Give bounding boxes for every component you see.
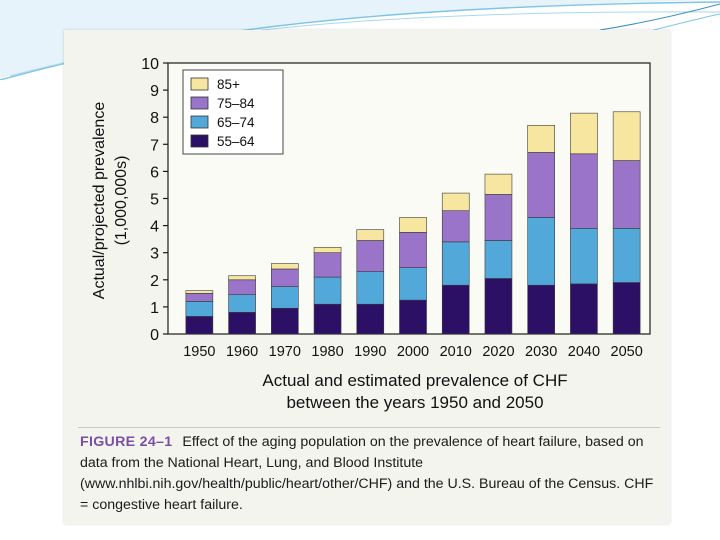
bar-segment (313, 276, 342, 305)
bar-segment (570, 228, 598, 285)
bar-segment (313, 246, 342, 253)
x-tick-label: 1990 (354, 344, 386, 360)
bar-segment (185, 293, 214, 302)
bar-segment (271, 286, 299, 309)
x-tick-label: 2030 (525, 344, 557, 360)
y-tick-label: 3 (150, 246, 159, 263)
bar-segment (271, 263, 299, 270)
y-tick-label: 2 (150, 273, 159, 290)
bar-segment (185, 316, 214, 335)
legend-label: 75–84 (217, 96, 255, 111)
y-axis-label: (1,000,000s) (113, 156, 130, 246)
chart-title: Actual and estimated prevalence of CHF (262, 371, 567, 390)
y-tick-label: 8 (150, 110, 159, 127)
x-tick-label: 2010 (440, 344, 472, 360)
bar-segment (484, 194, 513, 241)
y-tick-label: 6 (150, 164, 159, 181)
bar-segment (441, 284, 470, 335)
bar-segment (612, 228, 641, 283)
figure-caption: FIGURE 24–1 Effect of the aging populati… (80, 432, 660, 516)
bar-segment (356, 271, 385, 305)
x-tick-label: 1960 (226, 344, 258, 360)
x-tick-label: 1980 (311, 344, 343, 360)
bar-segment (399, 232, 427, 268)
bar-segment (185, 301, 214, 317)
bar-segment (356, 240, 385, 272)
bar-segment (527, 125, 555, 153)
figure-caption-label: FIGURE 24–1 (80, 434, 173, 450)
bar-segment (527, 284, 555, 335)
figure: 0 1 2 3 4 5 6 7 8 9 10 Actual/projected prevalence (… (64, 30, 670, 524)
bar-segment (484, 278, 513, 335)
bar-segment (313, 252, 342, 278)
y-tick-label: 0 (150, 327, 159, 344)
legend-swatch (190, 115, 209, 129)
y-tick-label: 1 (150, 300, 159, 317)
y-axis-label: Actual/projected prevalence (91, 102, 108, 300)
bar-segment (228, 279, 256, 296)
x-tick-label: 2050 (611, 344, 643, 360)
legend-swatch (190, 77, 209, 91)
bar-segment (570, 153, 598, 229)
x-tick-label: 2000 (397, 344, 429, 360)
x-tick-label: 1970 (269, 344, 301, 360)
x-tick-label: 1950 (183, 344, 215, 360)
bar-segment (228, 275, 256, 281)
bar-segment (271, 307, 299, 335)
caption-divider (78, 427, 660, 428)
bar-segment (441, 210, 470, 243)
bar-segment (527, 217, 555, 286)
legend-swatch (190, 96, 209, 110)
y-tick-label: 9 (150, 83, 159, 100)
x-tick-label: 2020 (482, 344, 514, 360)
bar-segment (399, 299, 427, 335)
y-tick-label: 5 (150, 192, 159, 209)
bar-segment (271, 268, 299, 287)
bar-segment (484, 173, 513, 195)
bar-segment (570, 112, 598, 155)
bar-segment (612, 282, 641, 335)
bar-segment (399, 267, 427, 301)
y-tick-label: 4 (150, 219, 159, 236)
bar-segment (441, 192, 470, 211)
y-tick-label: 10 (141, 56, 159, 73)
bar-segment (228, 294, 256, 313)
bar-segment (612, 111, 641, 161)
bar-segment (356, 303, 385, 335)
bar-segment (399, 217, 427, 233)
bar-segment (527, 152, 555, 218)
x-tick-label: 2040 (568, 344, 600, 360)
bar-segment (313, 303, 342, 335)
legend-swatch (190, 134, 209, 148)
legend-label: 55–64 (217, 134, 255, 149)
bar-segment (484, 240, 513, 279)
legend-label: 65–74 (217, 115, 255, 130)
bar-segment (228, 312, 256, 335)
y-tick-label: 7 (150, 137, 159, 154)
legend-label: 85+ (217, 77, 240, 92)
chf-prevalence-chart: 0 1 2 3 4 5 6 7 8 9 10 Actual/projected prevalence (… (91, 56, 651, 412)
bar-segment (185, 290, 214, 294)
figure-caption-text: Effect of the aging population on the pr… (80, 434, 654, 513)
bar-segment (570, 283, 598, 335)
chart-title: between the years 1950 and 2050 (286, 393, 543, 412)
bar-segment (441, 241, 470, 286)
bar-segment (356, 229, 385, 241)
bar-segment (612, 160, 641, 229)
